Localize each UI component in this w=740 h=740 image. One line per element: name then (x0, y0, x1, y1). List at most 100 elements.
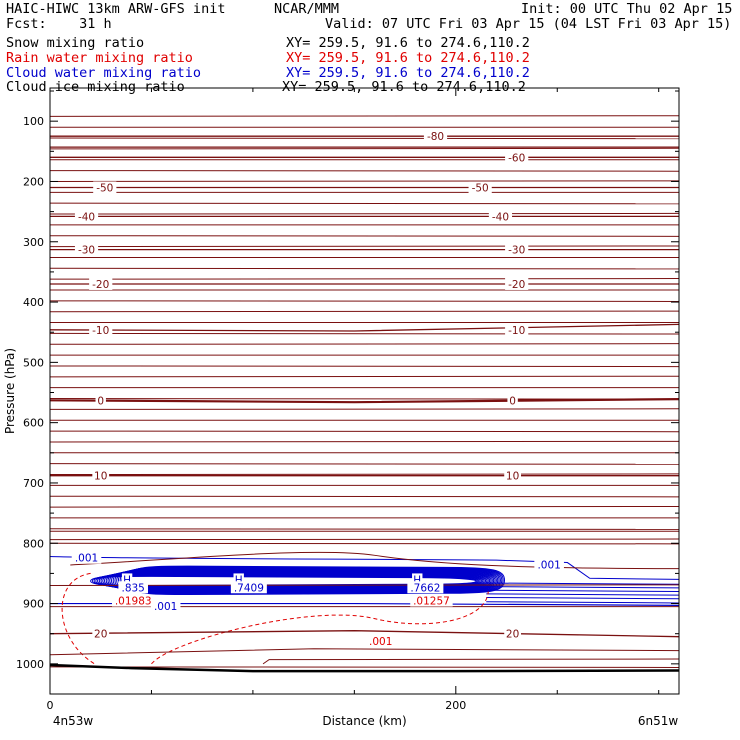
y-tick-label: 800 (23, 537, 44, 550)
contour-label-bg (111, 594, 155, 607)
isotherm-line (49, 375, 680, 378)
isotherm-line (49, 332, 680, 335)
y-tick-label: 600 (23, 417, 44, 430)
contour-label: .001 (75, 553, 98, 565)
contour-label: -10 (508, 325, 525, 337)
header-fcst: Fcst: 31 h (6, 16, 112, 32)
isotherm-line (49, 495, 680, 498)
contour-label: .7409 (234, 582, 264, 594)
y-tick-label: 1000 (16, 658, 44, 671)
header-model: HAIC-HIWC 13km ARW-GFS init (6, 1, 226, 17)
cloud-water-contour (486, 582, 680, 585)
contour-label: -50 (472, 182, 489, 194)
y-tick-label: 400 (23, 296, 44, 309)
contour-label-bg (233, 573, 244, 586)
contour-label-bg (93, 181, 117, 194)
contour-label: -50 (96, 182, 113, 194)
y-tick-label: 900 (23, 598, 44, 611)
field-snow-name: Snow mixing ratio (6, 35, 145, 51)
isotherm-line (49, 440, 680, 443)
isotherm-line (49, 542, 680, 545)
y-tick-label: 300 (23, 236, 44, 249)
temperature-isotherms (49, 115, 680, 668)
isotherm-line (49, 505, 680, 508)
contour-label-bg (505, 151, 529, 164)
contour-label: -20 (92, 279, 109, 291)
contour-label-bg (507, 394, 518, 407)
contour-label-bg (505, 277, 529, 290)
contour-label: .001 (154, 601, 177, 613)
isotherm-20 (49, 630, 680, 638)
isotherm-line (49, 245, 680, 248)
left-endpoint-label: 4n53w (53, 714, 94, 728)
field-cloud-ice-xy: XY= 259.5, 91.6 to 274.6,110.2 (282, 79, 526, 95)
cloud-water-contour (486, 589, 680, 592)
contour-label-bg (365, 634, 396, 647)
contour-label-bg (74, 243, 99, 256)
contour-label-bg (150, 599, 181, 612)
terrain-line (49, 663, 680, 673)
contour-label-bg (92, 627, 110, 640)
isotherm-line (49, 300, 680, 302)
contour-label: H (123, 574, 131, 586)
field-cloud-ice-name: Cloud ice mixing ratio (6, 79, 185, 95)
contour-label: 20 (94, 629, 107, 641)
contour-label-bg (230, 581, 267, 594)
isotherm-line (49, 235, 680, 237)
isotherm-line (49, 267, 680, 270)
x-tick-label: 200 (445, 699, 466, 712)
isotherm-line (49, 584, 680, 586)
contour-labels: -80 -60 -50 -50 -40 -40 -30 -30 -20 -20 -10 -10 0 0 10… (71, 130, 564, 648)
cloud-water-contour (486, 597, 680, 600)
isotherm-line (49, 137, 680, 140)
header-org: NCAR/MMM (274, 1, 340, 17)
header-valid: Valid: 07 UTC Fri 03 Apr 15 (04 LST Fri … (325, 16, 732, 32)
isotherm-line (49, 202, 680, 205)
contour-label-bg (92, 469, 110, 482)
contour-label-bg (121, 573, 133, 586)
contour-label-bg (118, 581, 148, 594)
contour-label: H (413, 574, 421, 586)
y-axis-title: Pressure (hPa) (3, 348, 17, 434)
field-rain-name: Rain water mixing ratio (6, 50, 193, 66)
isotherm-line (49, 115, 680, 117)
contour-label-bg (71, 551, 102, 564)
contour-label-bg (89, 323, 113, 336)
contour-label-bg (412, 573, 423, 586)
contour-label-bg (488, 210, 513, 223)
contour-label-bg (505, 243, 529, 256)
isotherm-line (49, 180, 680, 182)
contour-label: H (235, 574, 243, 586)
isotherm-line (49, 528, 680, 530)
header-init: Init: 00 UTC Thu 02 Apr 15 (521, 1, 733, 17)
contour-label: 0 (509, 395, 516, 407)
field-rain-xy: XY= 259.5, 91.6 to 274.6,110.2 (286, 50, 530, 66)
contour-label: .001 (537, 559, 560, 571)
contour-label: -30 (78, 245, 95, 257)
cloud-water-contour (486, 586, 680, 589)
terrain-line-path (49, 663, 680, 673)
y-tick-label: 700 (23, 477, 44, 490)
x-axis-title: Distance (km) (322, 714, 406, 728)
contour-label: 10 (94, 471, 107, 483)
isotherm-0 (49, 398, 680, 404)
contour-label: -80 (427, 131, 444, 143)
isotherm-line (262, 658, 680, 665)
contour-label: -10 (92, 325, 109, 337)
contour-label: .001 (369, 636, 392, 648)
isotherm-line (49, 408, 680, 410)
contour-label: .835 (121, 582, 144, 594)
contour-label-bg (504, 469, 522, 482)
y-tick-label: 500 (23, 356, 44, 369)
x-tick-label: 0 (47, 699, 54, 712)
contour-label-bg (423, 130, 448, 143)
contour-label-bg (468, 181, 492, 194)
contour-label: 0 (97, 395, 104, 407)
contour-label: -40 (492, 211, 509, 223)
right-endpoint-label: 6n51w (638, 714, 679, 728)
isotherm-line (49, 212, 680, 215)
contour-label: -30 (508, 245, 525, 257)
contour-label: -20 (508, 279, 525, 291)
contour-label-bg (74, 210, 99, 223)
